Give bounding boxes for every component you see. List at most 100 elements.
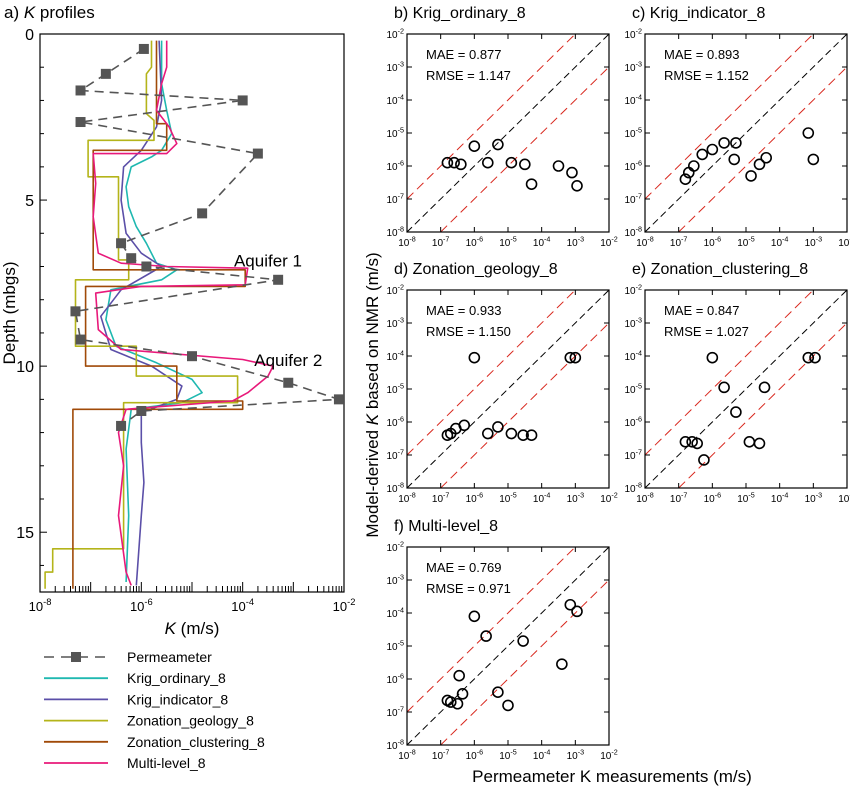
tick-base: 10	[499, 494, 511, 505]
tick-exponent: -7	[443, 491, 449, 500]
tick-base: 10	[466, 751, 478, 762]
tick-exponent: -4	[398, 606, 404, 615]
upper-bound-line	[645, 290, 814, 456]
y-tick-label: 10-8	[386, 481, 404, 496]
tick-base: 10	[805, 494, 817, 505]
rmse-label: RMSE = 0.971	[426, 581, 511, 596]
data-point	[451, 697, 464, 710]
panel-frame	[644, 289, 848, 489]
y-tick-label: 10-5	[386, 126, 404, 141]
tick-base: 10	[533, 494, 545, 505]
tick-exponent: -5	[398, 639, 404, 648]
upper-bound-line	[645, 34, 814, 200]
data-point	[492, 138, 504, 151]
data-point	[706, 351, 719, 364]
tick-base: 10	[624, 63, 636, 74]
data-point	[688, 160, 700, 172]
data-point	[706, 143, 719, 156]
one-to-one-line	[407, 547, 609, 745]
x-tick-label: 10-4	[533, 491, 551, 506]
lower-bound-line	[678, 66, 847, 232]
tick-base: 10	[386, 451, 398, 462]
data-point	[552, 160, 565, 172]
y-tick-label: 10-2	[386, 540, 404, 555]
mae-label: MAE = 0.933	[426, 303, 502, 318]
tick-base: 10	[567, 494, 579, 505]
tick-base: 10	[624, 30, 636, 41]
permeameter-marker	[237, 95, 248, 106]
y-tick-label: 10-8	[624, 225, 642, 240]
tick-base: 10	[600, 238, 612, 249]
data-point	[481, 427, 494, 440]
tick-exponent: -2	[611, 235, 617, 244]
panel-d: d) Zonation_geology_810-810-810-710-710-…	[386, 261, 617, 505]
x-tick-label: 10-2	[838, 491, 850, 506]
y-tick-label: 10-2	[386, 27, 404, 42]
rmse-label: RMSE = 1.152	[664, 68, 749, 83]
data-point	[448, 156, 460, 169]
upper-bound-line	[407, 547, 576, 713]
tick-exponent: -8	[398, 738, 404, 747]
y-tick-label: 0	[25, 27, 34, 44]
data-point	[502, 699, 514, 712]
panel-e-title: e) Zonation_clustering_8	[632, 261, 808, 278]
tick-exponent: -4	[636, 93, 642, 102]
data-point	[571, 180, 583, 192]
tick-base: 10	[386, 576, 398, 587]
data-point	[517, 429, 529, 442]
tick-base: 10	[567, 751, 579, 762]
panel-a-title-prefix: a)	[4, 3, 24, 22]
y-tick-label: 10-5	[386, 639, 404, 654]
data-point	[753, 158, 766, 171]
data-point	[730, 137, 742, 149]
tick-exponent: -4	[636, 349, 642, 358]
x-tick-label: 10-6	[466, 748, 484, 763]
x-tick-label: 10-4	[533, 235, 551, 250]
tick-exponent: -7	[443, 748, 449, 757]
mae-label: MAE = 0.847	[664, 303, 740, 318]
x-tick-label: 10-6	[466, 235, 484, 250]
legend-label-krig_ordinary: Krig_ordinary_8	[127, 670, 226, 686]
series-line-multi_level	[92, 40, 274, 586]
panel-e: e) Zonation_clustering_810-810-810-710-7…	[624, 261, 850, 505]
tick-base: 10	[533, 751, 545, 762]
x-label-unit: (m/s)	[176, 619, 219, 638]
tick-exponent: -2	[398, 27, 404, 36]
tick-exponent: -3	[578, 235, 584, 244]
tick-exponent: -6	[398, 159, 404, 168]
lower-bound-line	[440, 66, 609, 232]
tick-base: 10	[386, 675, 398, 686]
legend-label-multi_level: Multi-level_8	[127, 755, 206, 771]
tick-base: 10	[624, 484, 636, 495]
tick-exponent: -3	[398, 573, 404, 582]
tick-base: 10	[838, 494, 850, 505]
x-tick-label: 10-5	[737, 491, 755, 506]
data-point	[468, 351, 481, 364]
data-point	[505, 427, 518, 440]
plot-area	[407, 34, 609, 232]
tick-exponent: -6	[398, 415, 404, 424]
one-to-one-line	[407, 34, 609, 232]
panel-c-title: c) Krig_indicator_8	[632, 5, 766, 22]
tick-base: 10	[386, 286, 398, 297]
tick-base: 10	[704, 494, 716, 505]
x-tick-label: 10-5	[737, 235, 755, 250]
y-tick-label: 10-4	[624, 93, 642, 108]
y-tick-label: 10-7	[386, 705, 404, 720]
y-tick-label: 10-4	[386, 93, 404, 108]
y-tick-label: 15	[16, 525, 34, 542]
data-point	[745, 170, 757, 182]
data-point	[569, 351, 582, 364]
shared-y-axis-label: Model-derived K based on NMR (m/s)	[363, 252, 382, 537]
tick-base: 10	[130, 599, 144, 614]
data-point	[481, 156, 494, 169]
upper-bound-line	[407, 34, 576, 200]
tick-base: 10	[624, 451, 636, 462]
data-point	[564, 351, 577, 364]
x-tick-label: 10-4	[231, 597, 254, 614]
tick-base: 10	[670, 494, 682, 505]
data-point	[455, 158, 467, 171]
tick-exponent: -5	[510, 748, 516, 757]
tick-base: 10	[624, 195, 636, 206]
shared-y-axis-label-post: based on NMR (m/s)	[363, 252, 382, 414]
